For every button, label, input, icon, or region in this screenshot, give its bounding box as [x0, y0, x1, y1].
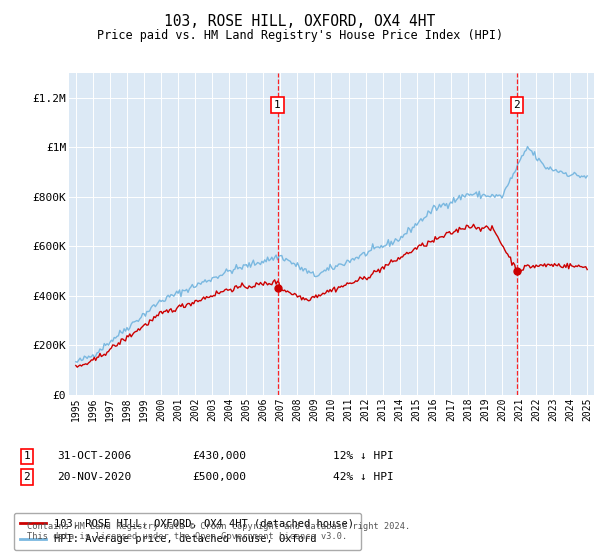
Text: 42% ↓ HPI: 42% ↓ HPI: [333, 472, 394, 482]
Legend: 103, ROSE HILL, OXFORD, OX4 4HT (detached house), HPI: Average price, detached h: 103, ROSE HILL, OXFORD, OX4 4HT (detache…: [14, 513, 361, 550]
Text: 20-NOV-2020: 20-NOV-2020: [57, 472, 131, 482]
Text: Contains HM Land Registry data © Crown copyright and database right 2024.
This d: Contains HM Land Registry data © Crown c…: [27, 522, 410, 542]
Text: 2: 2: [514, 100, 520, 110]
Text: 1: 1: [274, 100, 281, 110]
Text: 103, ROSE HILL, OXFORD, OX4 4HT: 103, ROSE HILL, OXFORD, OX4 4HT: [164, 14, 436, 29]
Text: £430,000: £430,000: [192, 451, 246, 461]
Text: 31-OCT-2006: 31-OCT-2006: [57, 451, 131, 461]
Text: Price paid vs. HM Land Registry's House Price Index (HPI): Price paid vs. HM Land Registry's House …: [97, 29, 503, 42]
Text: 2: 2: [23, 472, 31, 482]
Text: £500,000: £500,000: [192, 472, 246, 482]
Text: 1: 1: [23, 451, 31, 461]
Text: 12% ↓ HPI: 12% ↓ HPI: [333, 451, 394, 461]
